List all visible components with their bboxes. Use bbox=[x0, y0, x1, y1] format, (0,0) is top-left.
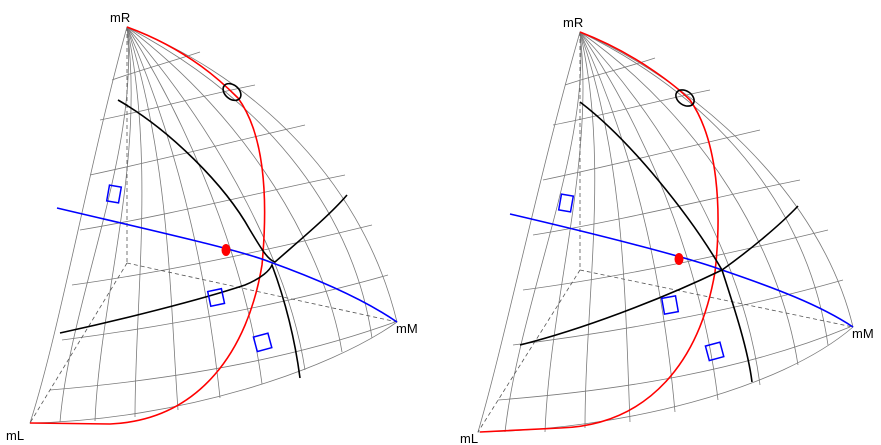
black-curve-lower bbox=[519, 268, 753, 383]
dashed-axes bbox=[477, 32, 854, 433]
blue-square bbox=[660, 295, 680, 315]
black-ring bbox=[675, 89, 695, 107]
black-curve-upper bbox=[117, 99, 348, 263]
label-mm: mM bbox=[396, 321, 418, 336]
label-mr: mR bbox=[563, 15, 583, 30]
red-marker bbox=[221, 244, 231, 256]
red-curve bbox=[479, 31, 719, 433]
blue-square bbox=[704, 341, 725, 362]
outline bbox=[477, 31, 854, 433]
blue-square bbox=[557, 193, 575, 213]
label-ml: mL bbox=[460, 431, 478, 445]
grid-parallels bbox=[49, 51, 396, 391]
red-curve bbox=[29, 26, 266, 425]
label-ml: mL bbox=[6, 428, 24, 443]
grid-parallels bbox=[497, 57, 851, 401]
label-mr: mR bbox=[110, 10, 130, 25]
blue-curve bbox=[56, 207, 398, 323]
label-mm: mM bbox=[852, 326, 874, 341]
black-ring bbox=[222, 82, 242, 102]
left-panel: mR mL mM bbox=[6, 10, 418, 443]
blue-curve bbox=[509, 213, 854, 328]
dashed-axes bbox=[29, 27, 398, 424]
black-curve-lower bbox=[59, 262, 301, 379]
blue-square bbox=[252, 332, 273, 353]
black-curve-upper bbox=[579, 101, 799, 272]
right-panel: mR mL mM bbox=[460, 15, 874, 445]
outline bbox=[29, 26, 398, 424]
blue-square bbox=[206, 287, 226, 308]
grid-meridians bbox=[504, 31, 829, 433]
red-marker bbox=[674, 253, 684, 265]
grid-meridians bbox=[59, 26, 373, 423]
blue-square bbox=[105, 184, 123, 204]
